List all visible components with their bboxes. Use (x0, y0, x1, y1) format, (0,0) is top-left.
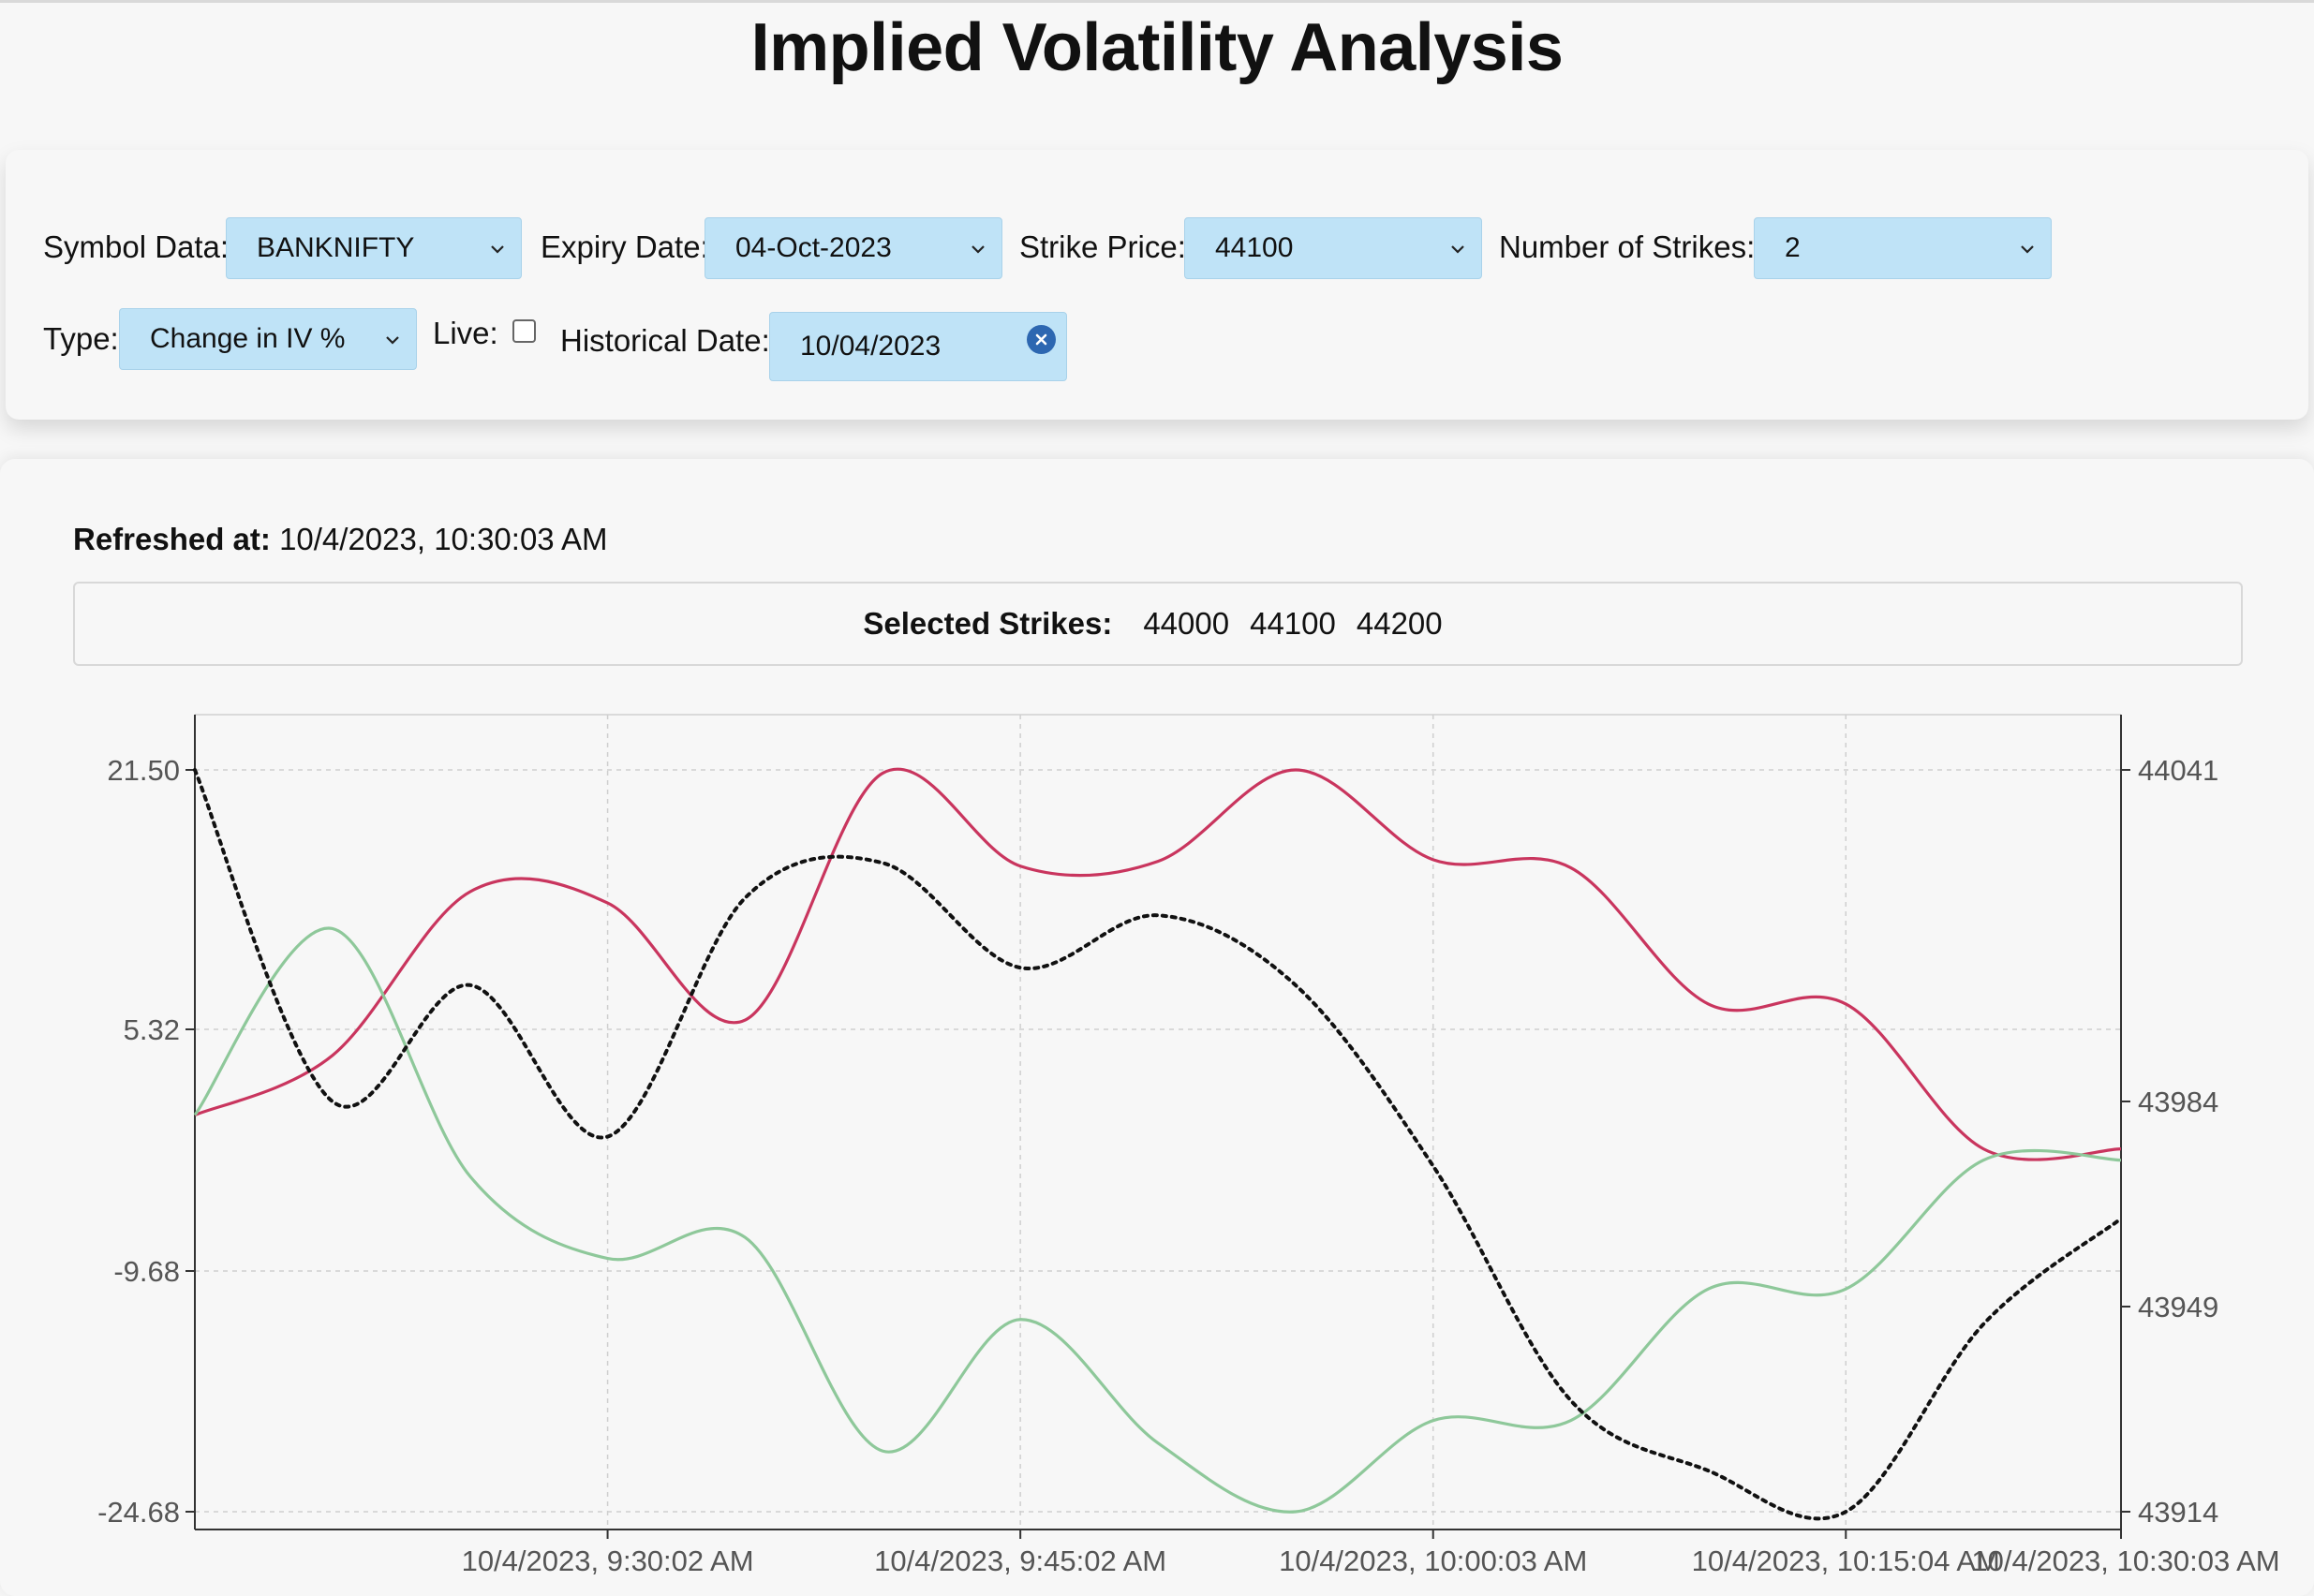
strike-value: 44100 (1215, 232, 1294, 263)
y-right-tick-label: 43949 (2138, 1291, 2218, 1323)
num-strikes-select[interactable]: 2 (1754, 217, 2052, 279)
x-tick-label: 10/4/2023, 10:15:04 AM (1692, 1544, 2000, 1577)
chevron-down-icon (2021, 245, 2034, 254)
symbol-value: BANKNIFTY (257, 232, 415, 263)
strike-item: 44200 (1356, 606, 1443, 641)
y-left-tick-label: -24.68 (97, 1496, 180, 1529)
type-select[interactable]: Change in IV % (119, 308, 417, 370)
top-border (0, 0, 2314, 3)
chevron-down-icon (972, 245, 985, 254)
page-title: Implied Volatility Analysis (750, 10, 1564, 85)
historical-date-value: 10/04/2023 (800, 331, 942, 362)
iv-line-chart: 10/4/2023, 9:30:02 AM 10/4/2023, 9:45:02 … (97, 714, 2280, 1577)
y-left-tick-label: 21.50 (107, 754, 180, 787)
y-right-tick-label: 43984 (2138, 1086, 2218, 1118)
x-tick-label: 10/4/2023, 9:45:02 AM (874, 1544, 1166, 1577)
series-line-3 (193, 768, 2123, 1521)
historical-date-input[interactable]: 10/04/2023 (769, 312, 1067, 381)
selected-strikes-box: Selected Strikes: 44000 44100 44200 (73, 582, 2243, 666)
chevron-down-icon (491, 245, 504, 254)
expiry-label: Expiry Date: (541, 229, 709, 264)
refreshed-at: Refreshed at: 10/4/2023, 10:30:03 AM (73, 522, 608, 557)
x-tick-label: 10/4/2023, 9:30:02 AM (462, 1544, 754, 1577)
type-value: Change in IV % (150, 323, 346, 354)
symbol-label: Symbol Data: (43, 229, 230, 264)
x-tick-label: 10/4/2023, 10:30:03 AM (1971, 1544, 2279, 1577)
num-strikes-value: 2 (1785, 232, 1801, 263)
series-line-2 (193, 926, 2122, 1514)
expiry-select[interactable]: 04-Oct-2023 (705, 217, 1002, 279)
symbol-select[interactable]: BANKNIFTY (226, 217, 522, 279)
selected-strikes-label: Selected Strikes: (863, 606, 1113, 641)
chevron-down-icon (1451, 245, 1464, 254)
num-strikes-label: Number of Strikes: (1499, 229, 1756, 264)
live-label: Live: (433, 316, 498, 350)
y-left-tick-label: -9.68 (113, 1255, 180, 1288)
strike-label: Strike Price: (1019, 229, 1186, 264)
x-tick-label: 10/4/2023, 10:00:03 AM (1279, 1544, 1587, 1577)
live-checkbox[interactable] (512, 319, 536, 343)
y-right-tick-label: 44041 (2138, 754, 2218, 787)
controls-panel (6, 150, 2308, 420)
historical-date-label: Historical Date: (560, 323, 770, 358)
strike-select[interactable]: 44100 (1184, 217, 1482, 279)
type-label: Type: (43, 321, 119, 356)
clear-date-button[interactable] (1027, 325, 1056, 354)
chevron-down-icon (386, 336, 399, 345)
strike-item: 44100 (1250, 606, 1336, 641)
y-left-tick-label: 5.32 (124, 1013, 180, 1046)
expiry-value: 04-Oct-2023 (735, 232, 892, 263)
y-right-tick-label: 43914 (2138, 1496, 2218, 1529)
series-line-1 (194, 767, 2122, 1161)
strike-item: 44000 (1143, 606, 1230, 641)
close-icon (1035, 333, 1047, 346)
refreshed-label: Refreshed at: (73, 522, 271, 556)
refreshed-value: 10/4/2023, 10:30:03 AM (279, 522, 608, 556)
